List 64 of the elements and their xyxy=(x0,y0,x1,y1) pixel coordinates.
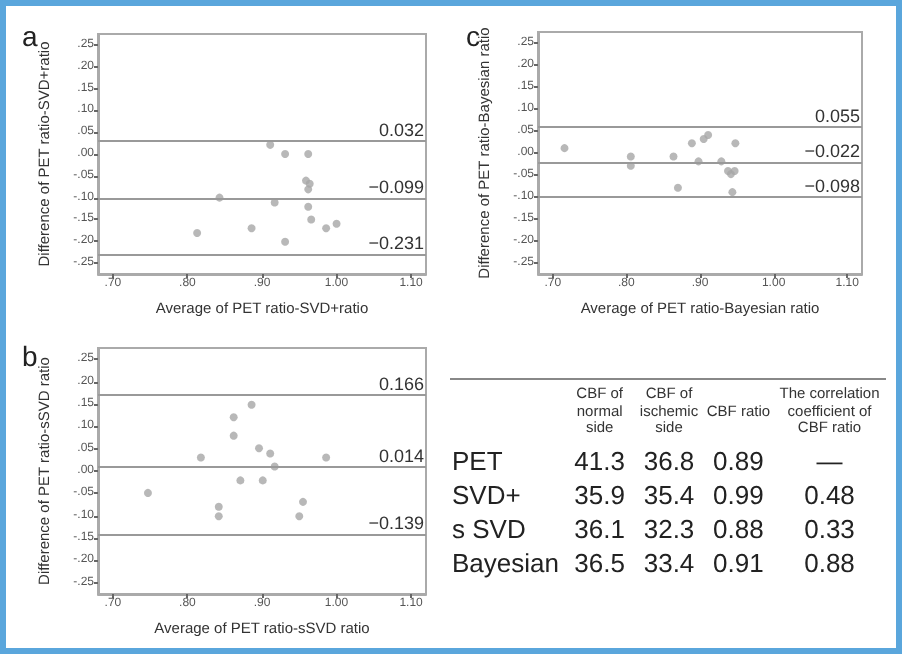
text: 41.3 xyxy=(574,445,625,476)
category-label: Bayesian xyxy=(452,547,559,578)
point xyxy=(247,400,256,409)
point xyxy=(687,139,696,148)
ref-line-label: 0.032 xyxy=(378,119,424,140)
text: 36.5 xyxy=(574,547,625,578)
ref-line-label: 0.166 xyxy=(378,373,424,394)
text: 35.4 xyxy=(643,479,695,510)
ref-line-label: 0.055 xyxy=(814,105,860,126)
point xyxy=(229,431,238,440)
point xyxy=(193,228,202,237)
point xyxy=(669,152,678,161)
ref-line-label: −0.231 xyxy=(368,233,424,254)
point xyxy=(560,144,569,153)
text: 0.33 xyxy=(804,513,855,544)
text: 0.48 xyxy=(804,479,855,510)
text: 0.99 xyxy=(713,479,764,510)
category-label: s SVD xyxy=(452,513,526,544)
point xyxy=(304,202,313,211)
point xyxy=(143,488,152,497)
point xyxy=(299,497,307,506)
text: 33.4 xyxy=(643,547,695,578)
category-label: SVD+ xyxy=(452,479,521,510)
chart-title: c xyxy=(466,20,480,52)
point xyxy=(322,224,331,233)
point xyxy=(704,130,713,139)
point xyxy=(295,512,304,521)
point xyxy=(266,449,275,458)
chart-title: a xyxy=(22,20,38,52)
text: 36.8 xyxy=(643,445,695,476)
text: — xyxy=(816,445,843,476)
text: 32.3 xyxy=(643,513,695,544)
point xyxy=(322,453,331,462)
chart-title: b xyxy=(22,340,38,372)
point xyxy=(332,219,341,228)
point xyxy=(281,237,290,246)
point xyxy=(728,188,737,197)
ref-line-label: −0.099 xyxy=(368,176,424,197)
point xyxy=(255,444,264,453)
ref-line-label: −0.022 xyxy=(804,140,860,161)
point xyxy=(626,152,635,161)
point xyxy=(731,139,740,148)
text: 35.9 xyxy=(574,479,625,510)
point xyxy=(258,476,267,485)
ref-line-label: 0.014 xyxy=(378,445,424,466)
point xyxy=(214,512,223,521)
text: 0.88 xyxy=(713,513,764,544)
point xyxy=(236,476,245,485)
ref-line-label: −0.098 xyxy=(804,176,860,196)
ref-line-label: −0.139 xyxy=(368,512,424,533)
point xyxy=(673,183,682,192)
text: 0.88 xyxy=(804,547,855,578)
point xyxy=(304,185,313,194)
point xyxy=(304,150,313,158)
category-label: PET xyxy=(452,445,503,476)
text: 0.91 xyxy=(713,547,764,578)
point xyxy=(281,150,290,158)
point xyxy=(196,453,205,462)
point xyxy=(307,215,316,224)
text: 36.1 xyxy=(574,513,625,544)
point xyxy=(214,502,223,511)
text: 0.89 xyxy=(713,445,764,476)
point xyxy=(247,224,256,233)
point xyxy=(229,413,238,422)
